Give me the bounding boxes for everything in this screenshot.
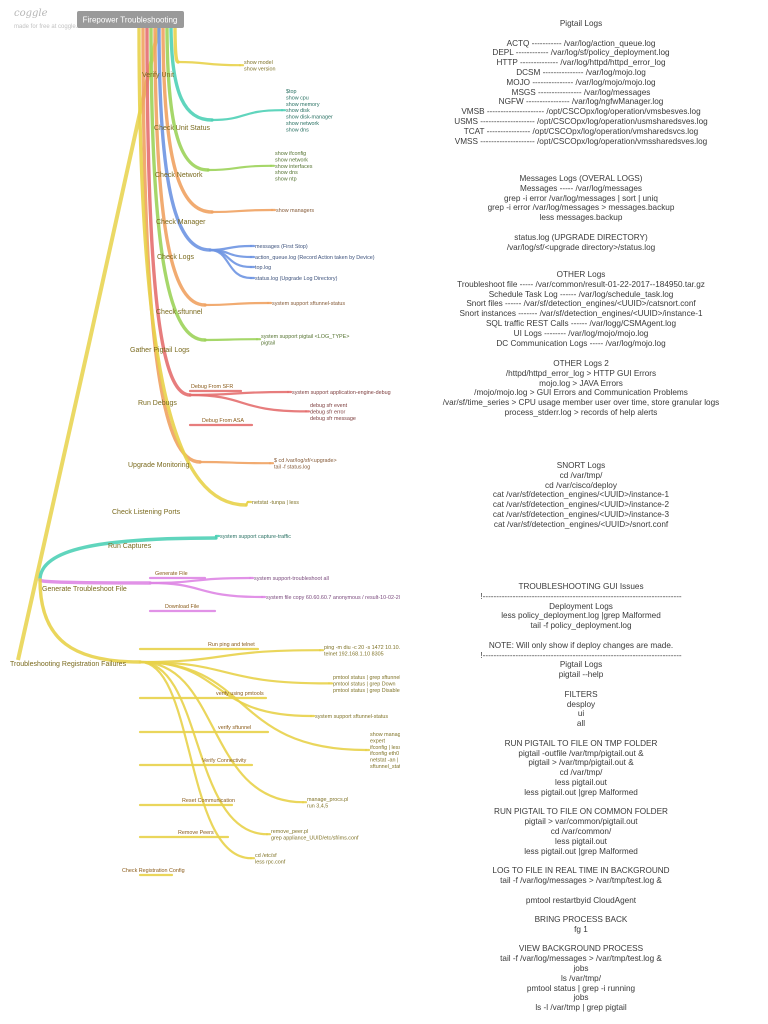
- branch-run-debugs-label: Run Debugs: [138, 400, 177, 407]
- branch-troubleshooting-registration-failures-subtopic-10: Remove Peers: [178, 830, 214, 836]
- branch-check-unit-status-connector: [169, 22, 214, 122]
- branch-run-debugs-connector: [145, 22, 192, 397]
- branch-check-logs-leaf-0: messages (First Stop): [255, 244, 308, 250]
- branch-troubleshooting-registration-failures-leaf-2: pmtool status | grep sftunnel pmtool stat…: [333, 675, 400, 694]
- branch-troubleshooting-registration-failures-leaf-6-connector: [138, 660, 368, 752]
- branch-run-captures-connector: [38, 536, 218, 582]
- branch-check-logs-leaf-3-connector: [208, 248, 253, 280]
- branch-gather-pigtail-logs-label: Gather Pigtail Logs: [130, 347, 190, 354]
- branch-troubleshooting-registration-failures-subtopic-12: Check Registration Config: [122, 868, 185, 874]
- note-other-logs: OTHER Logs Troubleshoot file ----- /var/…: [457, 270, 705, 348]
- branch-check-unit-status-leaf-0-connector: [210, 109, 284, 122]
- branch-troubleshooting-registration-failures-leaf-1-connector: [138, 649, 322, 664]
- branch-run-debugs-subtopic-0: Debug From SFR: [191, 384, 233, 390]
- branch-generate-troubleshoot-file-label: Generate Troubleshoot File: [42, 586, 127, 593]
- branch-troubleshooting-registration-failures-leaf-13: cd /etc/sf less rpc.conf: [255, 853, 286, 865]
- branch-troubleshooting-registration-failures-subtopic-3: verify using pmtools: [216, 691, 264, 697]
- branch-check-network-connector: [165, 22, 210, 172]
- branch-check-network-leaf-0-connector: [206, 164, 273, 172]
- branch-run-debugs-subtopic-2: Debug From ASA: [202, 418, 244, 424]
- branch-check-network-leaf-0: show ifconfig show network show interfaces…: [275, 151, 313, 183]
- branch-troubleshooting-registration-failures-subtopic-8: Reset Communication: [182, 798, 235, 804]
- branch-generate-troubleshoot-file-connector: [38, 578, 152, 585]
- branch-check-logs-leaf-1: action_queue.log (Record Action taken by…: [255, 255, 375, 261]
- branch-troubleshooting-registration-failures-leaf-11: remove_peer.pl grep appliance_UUID/etc/sf…: [271, 829, 359, 841]
- note-other-logs-2: OTHER Logs 2 /httpd/httpd_error_log > HT…: [442, 359, 720, 417]
- branch-check-network-label: Check Network: [155, 172, 203, 179]
- brand-logo: coggle made for free at coggle.it: [14, 8, 81, 30]
- branch-troubleshooting-registration-failures-leaf-1: ping -m diu -c 20 -s 1472 10.10.10.10tel…: [324, 645, 400, 657]
- branch-generate-troubleshoot-file-leaf-1: system support-troubleshoot all: [254, 576, 329, 582]
- branch-generate-troubleshoot-file-subtopic-2: Download File: [165, 604, 199, 610]
- branch-run-captures-label: Run Captures: [108, 543, 152, 550]
- note-messages-logs: Messages Logs (OVERAL LOGS) Messages ---…: [487, 174, 675, 252]
- branch-verify-unit-leaf-0-connector: [176, 60, 242, 67]
- branch-check-listening-ports-connector: [137, 22, 248, 507]
- branch-check-logs-connector: [157, 22, 212, 252]
- brand-tagline: made for free at coggle.it: [14, 24, 81, 30]
- branch-check-manager-leaf-0-connector: [210, 208, 274, 214]
- branch-troubleshooting-registration-failures-leaf-6: show managersexpertifconfig | lessifconf…: [370, 732, 400, 770]
- branch-run-debugs-leaf-1: system support application-engine-debug: [292, 390, 391, 396]
- branch-check-manager-leaf-0: show managers: [276, 208, 314, 214]
- branch-troubleshooting-registration-failures-subtopic-0: Run ping and telnet: [208, 642, 255, 648]
- branch-check-unit-status-leaf-0: $top show cpu show memory show disk show dis…: [286, 89, 333, 133]
- note-pigtail-logs: Pigtail Logs ACTQ ----------- /var/log/a…: [454, 19, 708, 146]
- notes-panel: Pigtail Logs ACTQ ----------- /var/log/a…: [396, 0, 766, 1024]
- branch-check-sftunnel-leaf-0: system support sftunnel-status: [272, 301, 345, 307]
- branch-troubleshooting-registration-failures-connector: [38, 578, 142, 664]
- branch-troubleshooting-registration-failures-subtopic-5: verify sftunnel: [218, 725, 251, 731]
- branch-upgrade-monitoring-leaf-0: $ cd /var/log/sf/<upgrade> tail -f status…: [274, 458, 337, 470]
- branch-verify-unit-leaf-0: show model show version: [244, 60, 275, 72]
- branch-check-logs-leaf-2: top.log: [255, 265, 271, 271]
- branch-generate-troubleshoot-file-leaf-3: system file copy 60.60.60.7 anonymous / …: [266, 595, 400, 601]
- branch-verify-unit-label: Verify Unit: [142, 72, 174, 79]
- branch-run-debugs-leaf-3-connector: [188, 393, 308, 413]
- branch-check-listening-ports-label: Check Listening Ports: [112, 509, 181, 516]
- branch-generate-troubleshoot-file-leaf-3-connector: [148, 581, 264, 599]
- branch-gather-pigtail-logs-leaf-0: system support pigtail <LOG_TYPE> pigtail: [261, 334, 349, 346]
- brand-name: coggle: [14, 8, 48, 19]
- branch-troubleshooting-registration-failures-leaf-13-connector: [138, 660, 253, 860]
- branch-connectors: [16, 21, 371, 877]
- branch-check-manager-label: Check Manager: [156, 219, 206, 226]
- branch-troubleshooting-registration-failures-label: Troubleshooting Registration Failures: [10, 661, 127, 668]
- branch-check-logs-leaf-3: status.log (Upgrade Log Directory): [255, 276, 338, 282]
- branch-check-sftunnel-label: Check sftunnel: [156, 309, 203, 316]
- branch-check-logs-label: Check Logs: [157, 254, 194, 261]
- branch-check-sftunnel-connector: [153, 22, 207, 307]
- branch-gather-pigtail-logs-leaf-0-connector: [203, 338, 259, 342]
- branch-run-captures-leaf-0: system support capture-traffic: [220, 534, 291, 540]
- branch-generate-troubleshoot-file-subtopic-0: Generate File: [155, 571, 188, 577]
- branch-troubleshooting-registration-failures-leaf-9-connector: [138, 660, 305, 804]
- note-gui-issues: TROUBLESHOOTING GUI Issues !------------…: [480, 582, 682, 1013]
- node-labels: Verify Unit show model show version Check U…: [10, 60, 400, 874]
- branch-troubleshooting-registration-failures-leaf-2-connector: [138, 660, 331, 685]
- branch-troubleshooting-registration-failures-subtopic-7: Verify Connectivity: [202, 758, 247, 764]
- mind-map: Verify Unit show model show version Check U…: [10, 8, 400, 877]
- branch-check-listening-ports-leaf-0: netstat -tunpa | less: [252, 500, 299, 506]
- branch-troubleshooting-registration-failures-leaf-4: system support sftunnel-status: [315, 714, 388, 720]
- note-snort-logs: SNORT Logs cd /var/tmp/ cd /var/cisco/de…: [492, 461, 670, 529]
- branch-gather-pigtail-logs-connector: [149, 22, 207, 342]
- root-title: Firepower Troubleshooting: [83, 16, 178, 25]
- branch-check-manager-connector: [161, 22, 214, 214]
- branch-verify-unit-connector: [173, 22, 180, 64]
- branch-check-unit-status-label: Check Unit Status: [154, 125, 211, 132]
- branch-upgrade-monitoring-leaf-0-connector: [198, 460, 272, 465]
- root-node[interactable]: Firepower Troubleshooting: [77, 11, 184, 28]
- branch-troubleshooting-registration-failures-leaf-11-connector: [138, 660, 269, 836]
- branch-troubleshooting-registration-failures-leaf-9: manage_procs.pl run 3,4,5: [307, 797, 348, 809]
- branch-run-debugs-leaf-3: debug sfr event debug sfr error debug sfr …: [310, 403, 356, 422]
- branch-upgrade-monitoring-label: Upgrade Monitoring: [128, 462, 190, 469]
- branch-check-sftunnel-leaf-0-connector: [203, 301, 270, 307]
